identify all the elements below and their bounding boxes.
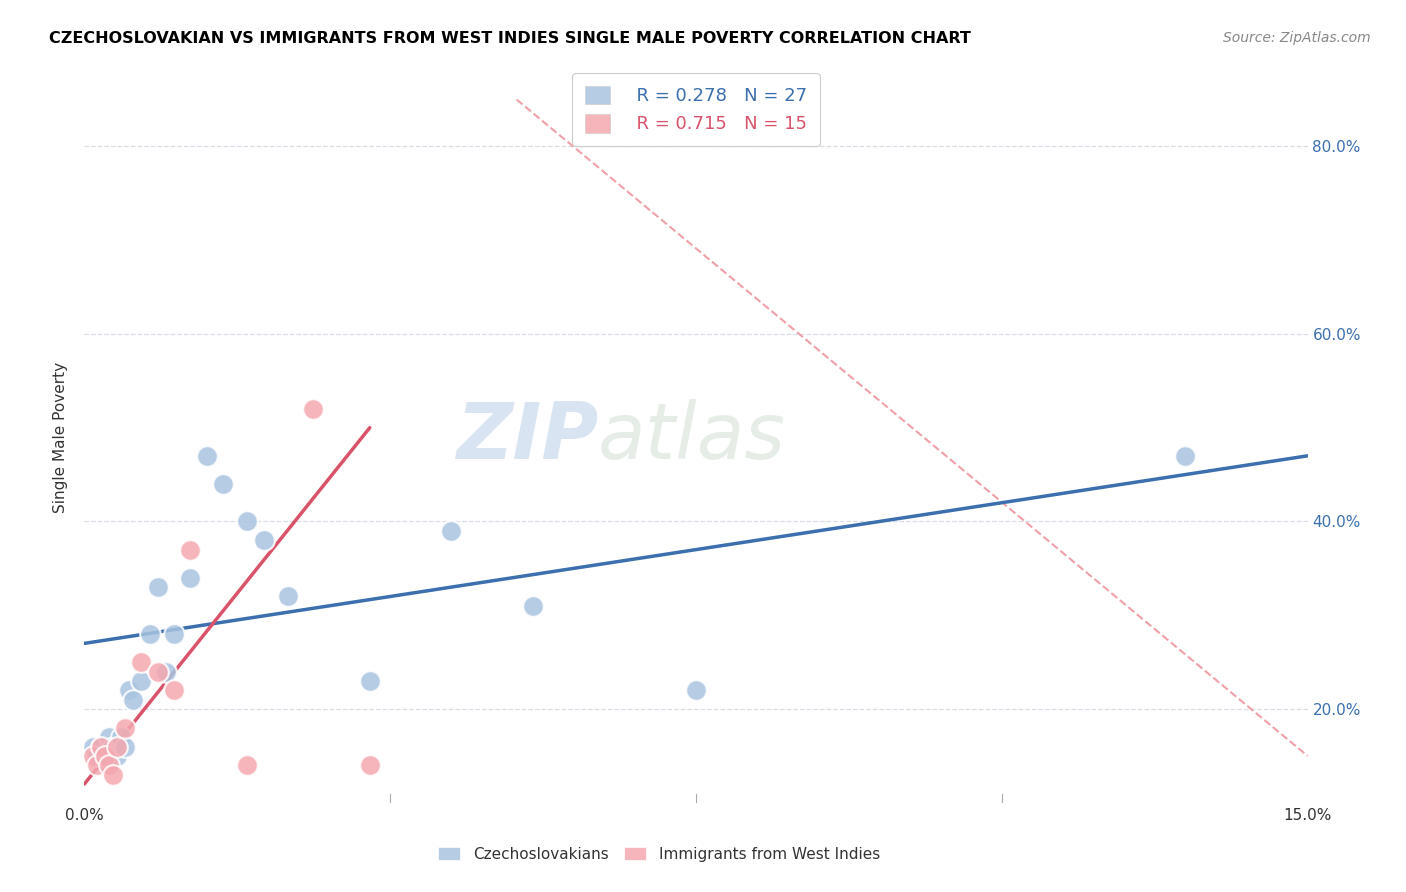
Point xyxy=(522,599,544,613)
Point xyxy=(155,665,177,679)
Point xyxy=(122,692,145,706)
Point xyxy=(97,730,120,744)
Point xyxy=(93,748,117,763)
Point xyxy=(82,748,104,763)
Point xyxy=(1174,449,1197,463)
Point xyxy=(93,748,117,763)
Point xyxy=(114,721,136,735)
Point xyxy=(301,401,323,416)
Text: ZIP: ZIP xyxy=(456,399,598,475)
Point xyxy=(90,739,112,754)
Point xyxy=(110,730,132,744)
Point xyxy=(114,739,136,754)
Point xyxy=(359,758,381,772)
Point xyxy=(179,571,201,585)
Point xyxy=(138,627,160,641)
Point xyxy=(131,673,153,688)
Point xyxy=(236,515,259,529)
Point xyxy=(236,758,259,772)
Point xyxy=(253,533,276,548)
Point xyxy=(131,655,153,669)
Point xyxy=(118,683,141,698)
Point xyxy=(212,477,235,491)
Point xyxy=(86,748,108,763)
Point xyxy=(195,449,218,463)
Point xyxy=(163,627,186,641)
Point xyxy=(101,767,124,781)
Point xyxy=(105,739,128,754)
Point xyxy=(146,665,169,679)
Point xyxy=(105,748,128,763)
Point xyxy=(101,739,124,754)
Point xyxy=(685,683,707,698)
Point xyxy=(440,524,463,538)
Point xyxy=(277,590,299,604)
Legend: Czechoslovakians, Immigrants from West Indies: Czechoslovakians, Immigrants from West I… xyxy=(432,841,887,868)
Point xyxy=(163,683,186,698)
Point xyxy=(90,739,112,754)
Point xyxy=(86,758,108,772)
Y-axis label: Single Male Poverty: Single Male Poverty xyxy=(53,361,69,513)
Point xyxy=(359,673,381,688)
Text: atlas: atlas xyxy=(598,399,786,475)
Point xyxy=(82,739,104,754)
Text: Source: ZipAtlas.com: Source: ZipAtlas.com xyxy=(1223,31,1371,45)
Text: CZECHOSLOVAKIAN VS IMMIGRANTS FROM WEST INDIES SINGLE MALE POVERTY CORRELATION C: CZECHOSLOVAKIAN VS IMMIGRANTS FROM WEST … xyxy=(49,31,972,46)
Point xyxy=(179,542,201,557)
Point xyxy=(146,580,169,594)
Point xyxy=(97,758,120,772)
